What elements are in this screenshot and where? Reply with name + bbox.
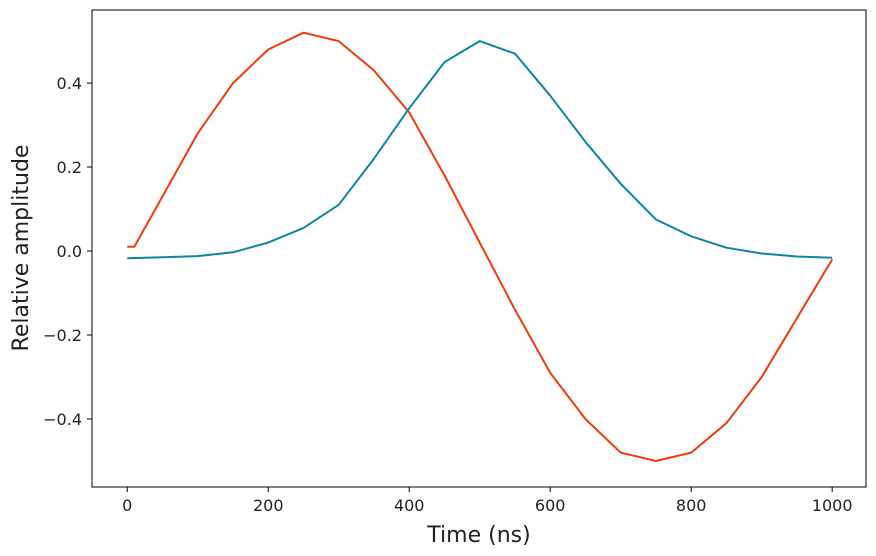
y-axis: −0.4 −0.2 0.0 0.2 0.4 [43, 74, 92, 429]
x-tick-label: 200 [253, 496, 284, 515]
series-group [127, 31, 834, 462]
x-tick-label: 800 [676, 496, 707, 515]
plot-area [91, 9, 867, 488]
series-line-1 [127, 40, 833, 260]
y-axis-label: Relative amplitude [9, 145, 34, 352]
x-tick-label: 1000 [812, 496, 853, 515]
y-tick-label: −0.2 [43, 326, 82, 345]
x-tick-label: 400 [394, 496, 425, 515]
x-axis-label: Time (ns) [426, 523, 530, 548]
x-axis: 0 200 400 600 800 1000 [122, 487, 853, 515]
y-tick-label: 0.0 [57, 242, 82, 261]
x-tick-label: 600 [535, 496, 566, 515]
series-line-0 [127, 31, 834, 462]
y-tick-label: 0.4 [57, 74, 82, 93]
y-tick-label: 0.2 [57, 158, 82, 177]
y-tick-label: −0.4 [43, 410, 82, 429]
x-tick-label: 0 [122, 496, 132, 515]
